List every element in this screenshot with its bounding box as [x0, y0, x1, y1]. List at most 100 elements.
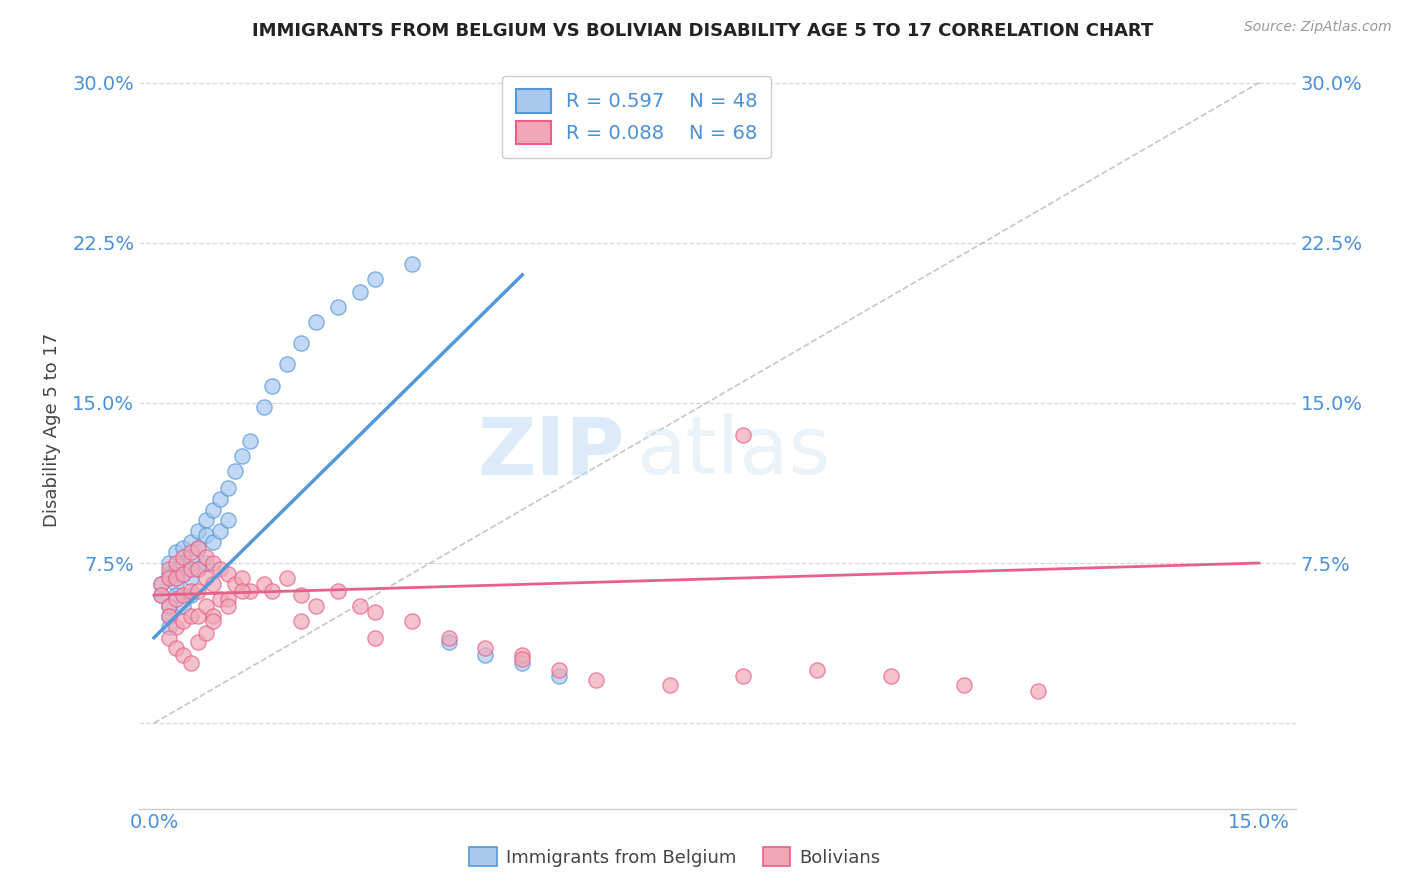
Point: [290, 614, 312, 628]
Point: [165, 562, 187, 576]
Legend: R = 0.597    N = 48, R = 0.088    N = 68: R = 0.597 N = 48, R = 0.088 N = 68: [502, 76, 772, 158]
Point: [364, 605, 387, 619]
Point: [150, 577, 173, 591]
Point: [172, 541, 194, 555]
Point: [165, 545, 187, 559]
Point: [217, 481, 239, 495]
Point: [231, 571, 253, 585]
Point: [401, 614, 423, 628]
Point: [548, 669, 571, 683]
Point: [326, 583, 349, 598]
Point: [157, 609, 180, 624]
Legend: Immigrants from Belgium, Bolivians: Immigrants from Belgium, Bolivians: [463, 840, 887, 874]
Text: ZIP: ZIP: [478, 413, 626, 491]
Point: [231, 583, 253, 598]
Point: [194, 528, 217, 542]
Point: [165, 592, 187, 607]
Point: [276, 358, 298, 372]
Point: [217, 592, 239, 607]
Point: [180, 545, 202, 559]
Point: [879, 669, 901, 683]
Point: [510, 648, 533, 662]
Point: [201, 577, 224, 591]
Point: [231, 450, 253, 464]
Point: [733, 428, 755, 442]
Point: [260, 583, 283, 598]
Point: [180, 571, 202, 585]
Point: [401, 257, 423, 271]
Point: [172, 566, 194, 581]
Point: [806, 663, 828, 677]
Point: [224, 577, 246, 591]
Point: [349, 285, 371, 299]
Y-axis label: Disability Age 5 to 17: Disability Age 5 to 17: [44, 333, 60, 527]
Point: [165, 571, 187, 585]
Point: [157, 631, 180, 645]
Point: [165, 620, 187, 634]
Point: [157, 599, 180, 613]
Point: [305, 599, 328, 613]
Point: [224, 464, 246, 478]
Point: [364, 631, 387, 645]
Point: [194, 549, 217, 564]
Point: [150, 588, 173, 602]
Point: [172, 549, 194, 564]
Point: [187, 583, 209, 598]
Point: [180, 534, 202, 549]
Point: [349, 599, 371, 613]
Point: [290, 588, 312, 602]
Point: [276, 571, 298, 585]
Point: [194, 556, 217, 570]
Point: [201, 534, 224, 549]
Point: [290, 336, 312, 351]
Point: [157, 609, 180, 624]
Point: [437, 635, 460, 649]
Point: [658, 678, 681, 692]
Point: [209, 491, 232, 506]
Point: [172, 599, 194, 613]
Point: [260, 379, 283, 393]
Point: [180, 562, 202, 576]
Point: [194, 626, 217, 640]
Point: [150, 588, 173, 602]
Point: [172, 648, 194, 662]
Point: [217, 513, 239, 527]
Point: [510, 657, 533, 671]
Point: [1026, 684, 1049, 698]
Point: [187, 541, 209, 555]
Point: [157, 556, 180, 570]
Point: [157, 620, 180, 634]
Point: [253, 400, 276, 414]
Point: [437, 631, 460, 645]
Point: [209, 524, 232, 538]
Point: [239, 434, 262, 449]
Point: [180, 588, 202, 602]
Point: [150, 577, 173, 591]
Point: [239, 583, 262, 598]
Text: IMMIGRANTS FROM BELGIUM VS BOLIVIAN DISABILITY AGE 5 TO 17 CORRELATION CHART: IMMIGRANTS FROM BELGIUM VS BOLIVIAN DISA…: [252, 22, 1154, 40]
Point: [733, 669, 755, 683]
Point: [172, 566, 194, 581]
Point: [364, 272, 387, 286]
Point: [157, 599, 180, 613]
Point: [180, 583, 202, 598]
Point: [187, 541, 209, 555]
Point: [194, 571, 217, 585]
Point: [201, 502, 224, 516]
Text: atlas: atlas: [637, 413, 831, 491]
Point: [474, 648, 496, 662]
Point: [187, 609, 209, 624]
Point: [165, 571, 187, 585]
Point: [474, 641, 496, 656]
Point: [187, 562, 209, 576]
Point: [305, 315, 328, 329]
Point: [209, 592, 232, 607]
Point: [194, 513, 217, 527]
Point: [165, 556, 187, 570]
Point: [209, 562, 232, 576]
Point: [253, 577, 276, 591]
Point: [157, 562, 180, 576]
Point: [217, 599, 239, 613]
Point: [165, 641, 187, 656]
Text: Source: ZipAtlas.com: Source: ZipAtlas.com: [1244, 20, 1392, 34]
